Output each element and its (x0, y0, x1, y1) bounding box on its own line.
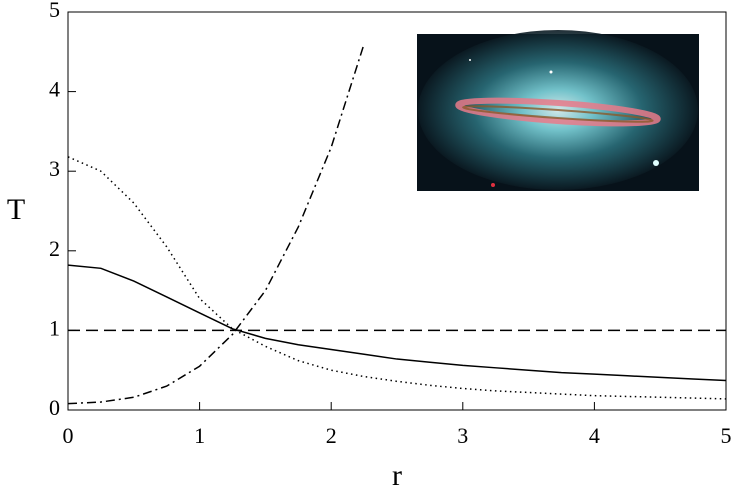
series-line (68, 43, 365, 405)
y-tick-label: 1 (49, 315, 60, 340)
series-line (68, 264, 726, 382)
x-tick-label: 3 (457, 423, 468, 448)
y-tick-label: 3 (49, 156, 60, 181)
y-tick-label: 5 (49, 0, 60, 22)
series-clip (68, 43, 365, 405)
series-clip (68, 264, 726, 382)
y-axis-title: T (7, 193, 25, 226)
y-tick-label: 0 (49, 395, 60, 420)
x-tick-label: 4 (589, 423, 600, 448)
x-axis-title: r (392, 459, 402, 492)
x-tick-label: 2 (326, 423, 337, 448)
y-tick-label: 4 (49, 77, 60, 102)
galaxy-image (417, 30, 699, 191)
x-tick-label: 0 (63, 423, 74, 448)
plot-frame (67, 11, 727, 411)
x-tick-label: 1 (194, 423, 205, 448)
series-line (68, 156, 726, 400)
x-tick-label: 5 (721, 423, 732, 448)
y-tick-label: 2 (49, 236, 60, 261)
series-clip (68, 156, 726, 400)
